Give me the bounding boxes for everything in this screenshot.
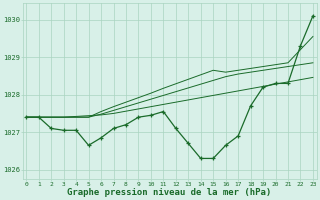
X-axis label: Graphe pression niveau de la mer (hPa): Graphe pression niveau de la mer (hPa) xyxy=(68,188,272,197)
